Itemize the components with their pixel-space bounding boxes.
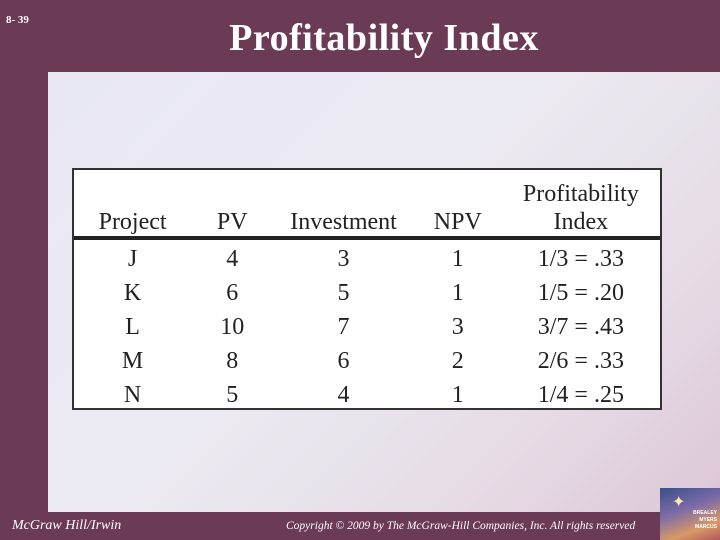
cell-pi: 1/3 = .33 [537, 246, 624, 272]
cell-npv: 2 [451, 348, 464, 374]
copyright-notice: Copyright © 2009 by The McGraw-Hill Comp… [286, 520, 636, 532]
cell-investment: 5 [337, 280, 350, 306]
left-sidebar-band: 8- 39 [0, 0, 48, 512]
cell-investment: 7 [337, 314, 350, 340]
star-icon: ✦ [672, 494, 686, 511]
cell-pi: 3/7 = .43 [537, 314, 624, 340]
cell-investment: 6 [337, 348, 350, 374]
slide-number: 8- 39 [6, 14, 29, 26]
cell-npv: 1 [451, 246, 464, 272]
cell-pi: 1/5 = .20 [537, 280, 624, 306]
publisher-label: McGraw Hill/Irwin [12, 518, 122, 533]
slide-title: Profitability Index [229, 17, 539, 59]
header-pi-line2: Index [553, 209, 609, 235]
table-row: J 4 3 1 1/3 = .33 [74, 238, 660, 276]
profitability-table: Project PV Investment NPV Profitability … [74, 170, 660, 412]
cell-pi: 2/6 = .33 [537, 348, 624, 374]
cell-investment: 3 [337, 246, 350, 272]
cell-project: N [123, 382, 142, 408]
cell-pi: 1/4 = .25 [537, 382, 624, 408]
header-npv: NPV [413, 170, 502, 240]
cell-pv: 6 [226, 280, 239, 306]
header-pv: PV [191, 170, 274, 240]
logo-line: BREALEY [693, 510, 717, 516]
header-pi-line1: Profitability [522, 181, 639, 207]
cell-npv: 3 [451, 314, 464, 340]
table-row: L 10 7 3 3/7 = .43 [74, 310, 660, 344]
cell-project: M [121, 348, 144, 374]
cell-project: L [125, 314, 140, 340]
cell-npv: 1 [451, 280, 464, 306]
table-row: N 5 4 1 1/4 = .25 [74, 378, 660, 412]
table-header-row: Project PV Investment NPV Profitability … [74, 170, 660, 240]
logo-line: MARCUS [695, 524, 717, 530]
cell-npv: 1 [451, 382, 464, 408]
cell-project: J [127, 246, 138, 272]
cell-pv: 8 [226, 348, 239, 374]
cell-project: K [123, 280, 142, 306]
footer-bar: McGraw Hill/Irwin Copyright © 2009 by Th… [0, 512, 720, 540]
header-project: Project [74, 170, 192, 240]
profitability-table-box: Project PV Investment NPV Profitability … [72, 168, 662, 410]
cell-pv: 5 [226, 382, 239, 408]
logo-line: MYERS [699, 517, 717, 523]
cell-pv: 4 [226, 246, 239, 272]
cell-investment: 4 [337, 382, 350, 408]
header-investment: Investment [273, 170, 414, 240]
table-row: M 8 6 2 2/6 = .33 [74, 344, 660, 378]
logo-text: BREALEY MYERS MARCUS [677, 510, 717, 531]
cell-pv: 10 [220, 314, 245, 340]
header-profitability-index: Profitability Index [501, 170, 660, 240]
book-cover-logo: ✦ BREALEY MYERS MARCUS [660, 488, 720, 540]
table-row: K 6 5 1 1/5 = .20 [74, 276, 660, 310]
